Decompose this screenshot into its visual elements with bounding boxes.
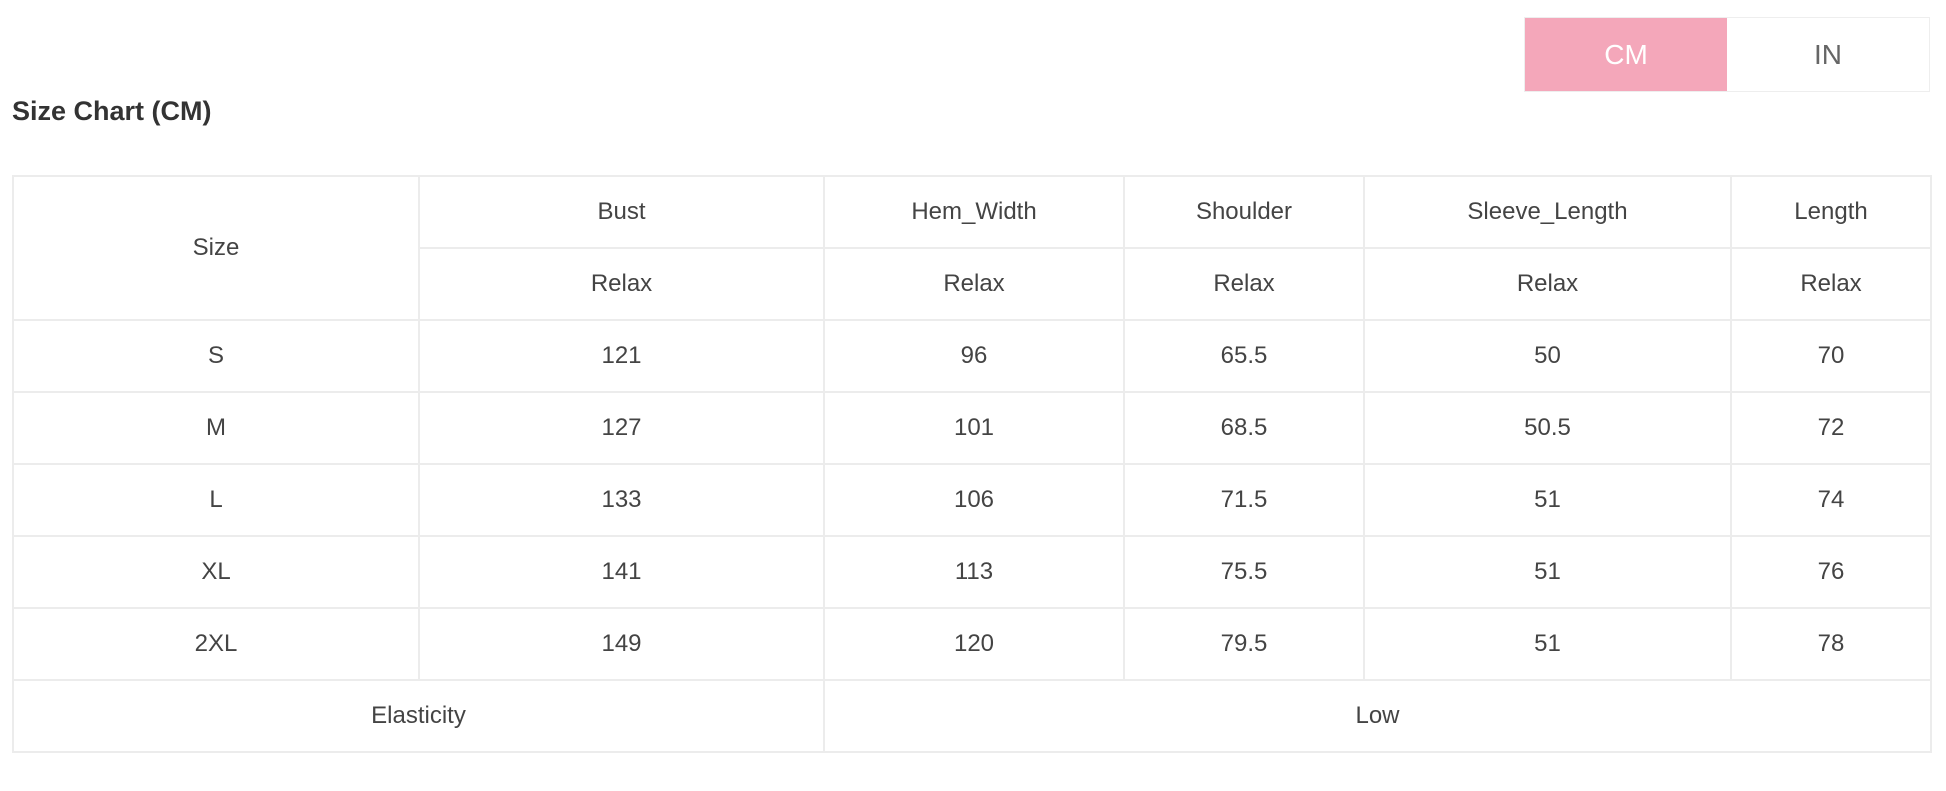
column-header-length: Length bbox=[1730, 175, 1932, 249]
value-cell: 101 bbox=[823, 391, 1125, 465]
value-cell: 50 bbox=[1363, 319, 1732, 393]
subheader: Relax bbox=[1730, 247, 1932, 321]
value-cell: 74 bbox=[1730, 463, 1932, 537]
value-cell: 51 bbox=[1363, 463, 1732, 537]
header-row: Size Bust Hem_Width Shoulder Sleeve_Leng… bbox=[12, 175, 1932, 321]
elasticity-label: Elasticity bbox=[12, 679, 825, 753]
column-header-bust: Bust bbox=[418, 175, 825, 249]
column-header-hem-width: Hem_Width bbox=[823, 175, 1125, 249]
value-cell: 71.5 bbox=[1123, 463, 1365, 537]
subheader-row: Relax Relax Relax Relax Relax bbox=[13, 247, 1932, 321]
value-cell: 113 bbox=[823, 535, 1125, 609]
value-cell: 65.5 bbox=[1123, 319, 1365, 393]
value-cell: 68.5 bbox=[1123, 391, 1365, 465]
value-cell: 79.5 bbox=[1123, 607, 1365, 681]
value-cell: 51 bbox=[1363, 607, 1732, 681]
unit-toggle: CM IN bbox=[1524, 17, 1930, 92]
value-cell: 106 bbox=[823, 463, 1125, 537]
size-cell: L bbox=[12, 463, 420, 537]
unit-in-button[interactable]: IN bbox=[1814, 38, 1842, 70]
column-header-sleeve-length: Sleeve_Length bbox=[1363, 175, 1732, 249]
size-chart-title: Size Chart (CM) bbox=[12, 96, 212, 126]
value-cell: 50.5 bbox=[1363, 391, 1732, 465]
column-header-shoulder: Shoulder bbox=[1123, 175, 1365, 249]
elasticity-row: Elasticity Low bbox=[12, 679, 1932, 753]
value-cell: 51 bbox=[1363, 535, 1732, 609]
unit-cm-button[interactable]: CM bbox=[1525, 18, 1727, 91]
value-cell: 149 bbox=[418, 607, 825, 681]
table-row: L 133 106 71.5 51 74 bbox=[12, 463, 1932, 537]
value-cell: 76 bbox=[1730, 535, 1932, 609]
subheader: Relax bbox=[823, 247, 1125, 321]
table-row: M 127 101 68.5 50.5 72 bbox=[12, 391, 1932, 465]
table-row: S 121 96 65.5 50 70 bbox=[12, 319, 1932, 393]
size-header: Size bbox=[12, 175, 420, 321]
size-cell: XL bbox=[12, 535, 420, 609]
value-cell: 72 bbox=[1730, 391, 1932, 465]
value-cell: 75.5 bbox=[1123, 535, 1365, 609]
subheader: Relax bbox=[418, 247, 825, 321]
size-cell: 2XL bbox=[12, 607, 420, 681]
value-cell: 70 bbox=[1730, 319, 1932, 393]
table-row: 2XL 149 120 79.5 51 78 bbox=[12, 607, 1932, 681]
value-cell: 96 bbox=[823, 319, 1125, 393]
value-cell: 78 bbox=[1730, 607, 1932, 681]
value-cell: 141 bbox=[418, 535, 825, 609]
size-chart-table: Size Bust Hem_Width Shoulder Sleeve_Leng… bbox=[12, 175, 1932, 753]
value-cell: 127 bbox=[418, 391, 825, 465]
size-cell: M bbox=[12, 391, 420, 465]
table-row: XL 141 113 75.5 51 76 bbox=[12, 535, 1932, 609]
value-cell: 121 bbox=[418, 319, 825, 393]
subheader: Relax bbox=[1123, 247, 1365, 321]
value-cell: 133 bbox=[418, 463, 825, 537]
value-cell: 120 bbox=[823, 607, 1125, 681]
size-cell: S bbox=[12, 319, 420, 393]
elasticity-value: Low bbox=[823, 679, 1932, 753]
subheader: Relax bbox=[1363, 247, 1732, 321]
